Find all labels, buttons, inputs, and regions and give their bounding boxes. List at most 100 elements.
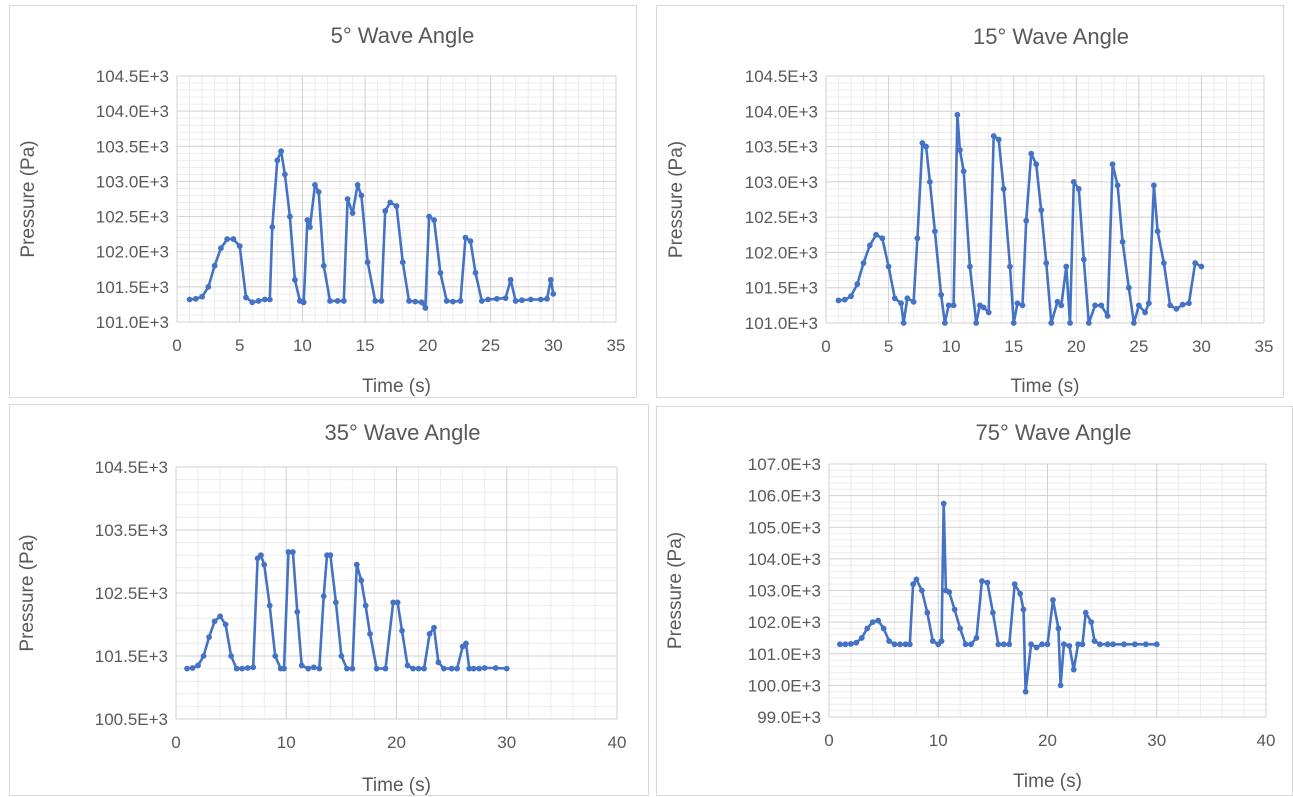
data-point (1092, 302, 1098, 309)
data-point (1058, 302, 1065, 309)
data-point (1067, 320, 1073, 326)
data-point (502, 295, 509, 302)
data-point (960, 168, 967, 175)
data-point (211, 262, 218, 269)
data-point (304, 217, 311, 223)
data-point (399, 259, 406, 266)
data-point (485, 296, 491, 303)
series-line (186, 550, 507, 670)
y-tick-label: 101.0E+3 (745, 314, 818, 333)
data-point (1179, 301, 1186, 308)
data-point (367, 631, 373, 637)
y-tick-label: 104.0E+3 (748, 550, 821, 569)
data-point (1048, 320, 1055, 326)
series-group (186, 148, 557, 311)
data-point (390, 599, 397, 606)
data-point (886, 638, 892, 644)
data-point (1110, 641, 1116, 648)
series-group (184, 549, 510, 672)
data-point (1104, 641, 1111, 648)
data-point (353, 561, 360, 568)
y-tick-label: 101.5E+3 (745, 279, 818, 298)
y-axis-label: Pressure (Pa) (666, 141, 687, 258)
data-point (1085, 320, 1092, 326)
y-tick-label: 103.0E+3 (745, 173, 818, 192)
y-tick-label: 102.0E+3 (748, 613, 821, 632)
data-point (467, 238, 474, 245)
data-point (184, 665, 190, 672)
series-line (839, 502, 1157, 694)
data-point (1050, 597, 1056, 603)
data-point (255, 298, 262, 304)
data-point (979, 578, 985, 584)
data-point (1007, 263, 1013, 270)
data-point (1028, 641, 1035, 648)
data-point (904, 295, 911, 302)
data-point (995, 641, 1002, 648)
x-axis-label: Time (s) (362, 376, 431, 397)
x-tick-label: 35 (607, 336, 626, 355)
data-point (537, 296, 544, 303)
data-point (1075, 186, 1082, 192)
minor-gridlines (177, 76, 616, 322)
data-point (437, 269, 444, 276)
data-point (272, 653, 279, 659)
data-point (493, 295, 500, 302)
data-point (415, 665, 422, 672)
data-point (278, 148, 285, 155)
data-point (1000, 186, 1007, 192)
y-tick-label: 103.0E+3 (748, 582, 821, 601)
data-point (412, 298, 419, 305)
data-point (1104, 313, 1111, 319)
data-point (1043, 260, 1050, 266)
data-point (394, 599, 401, 606)
data-point (1135, 302, 1142, 309)
data-point (1154, 228, 1161, 235)
chart-panel-5deg: 0 5 10 15 20 25 30 35 101.0E+3 101.5E+3 102.0E+3 10… (9, 5, 637, 398)
data-point (382, 208, 389, 214)
data-point (349, 210, 356, 216)
y-tick-label: 101.0E+3 (748, 645, 821, 664)
x-tick-label: 30 (544, 336, 563, 355)
x-tick-label: 30 (1192, 337, 1211, 356)
data-point (334, 298, 341, 304)
y-tick-label: 103.5E+3 (95, 521, 168, 540)
data-point (450, 298, 456, 305)
data-point (848, 293, 854, 300)
data-point (1173, 305, 1180, 312)
data-point (1145, 300, 1152, 307)
data-point (1109, 161, 1116, 168)
data-point (1082, 609, 1089, 616)
data-point (906, 641, 913, 648)
data-point (435, 659, 442, 666)
data-point (910, 581, 917, 588)
y-tick-label: 107.0E+3 (748, 455, 821, 474)
data-point (1070, 666, 1077, 673)
data-point (399, 627, 405, 634)
data-point (1063, 263, 1070, 270)
data-point (1150, 182, 1157, 189)
data-point (1091, 638, 1098, 644)
data-point (344, 196, 351, 202)
chart-title: 35° Wave Angle (325, 420, 481, 445)
x-tick-label: 20 (418, 336, 437, 355)
data-point (281, 171, 288, 178)
data-point (373, 665, 380, 672)
data-point (358, 192, 365, 199)
x-tick-label: 40 (1257, 731, 1276, 750)
data-point (869, 619, 876, 626)
data-point (343, 665, 350, 672)
data-point (378, 298, 385, 304)
data-point (257, 552, 264, 559)
data-point (211, 618, 218, 625)
data-point (476, 665, 483, 672)
chart-35deg: 0 10 20 30 40 100.5E+3 101.5E+3 102.5E+3 103.5E+… (17, 420, 626, 796)
data-point (1033, 644, 1040, 651)
data-point (527, 296, 534, 303)
y-tick-label: 104.5E+3 (96, 67, 169, 86)
data-point (250, 664, 257, 671)
data-point (875, 617, 882, 624)
data-point (924, 609, 931, 616)
data-point (285, 549, 292, 555)
data-point (1033, 161, 1040, 168)
